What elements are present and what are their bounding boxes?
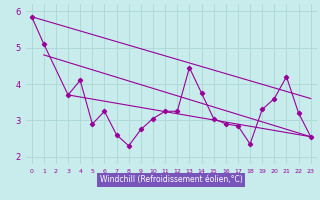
X-axis label: Windchill (Refroidissement éolien,°C): Windchill (Refroidissement éolien,°C) [100, 175, 243, 184]
